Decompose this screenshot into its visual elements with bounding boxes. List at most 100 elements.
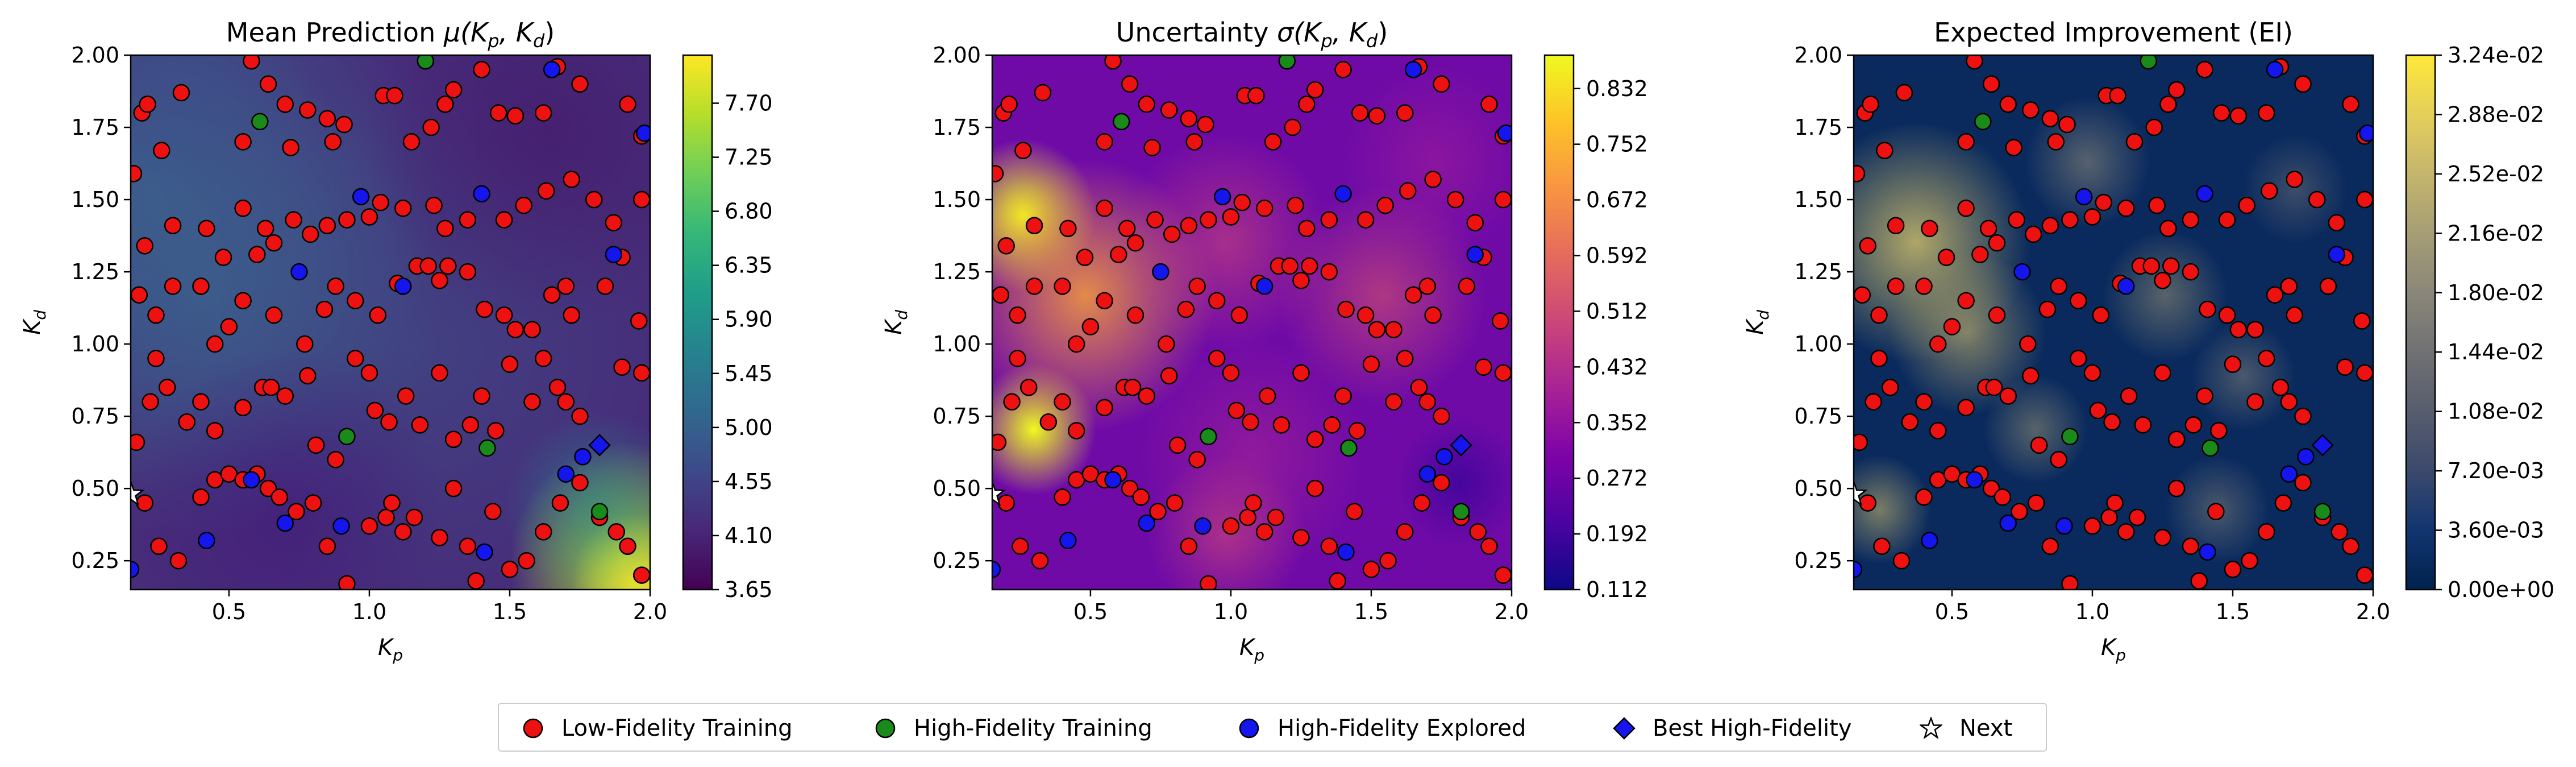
low-fidelity-point bbox=[1971, 246, 1989, 263]
low-fidelity-point bbox=[147, 350, 165, 367]
low-fidelity-point bbox=[360, 364, 378, 382]
low-fidelity-point bbox=[619, 96, 636, 113]
legend-item-low-fidelity: Low-Fidelity Training bbox=[522, 704, 793, 753]
low-fidelity-point bbox=[1368, 107, 1386, 125]
axes-frame bbox=[991, 54, 1513, 591]
y-tick-label: 0.75 bbox=[1794, 404, 1842, 429]
low-fidelity-point bbox=[234, 133, 252, 151]
y-tick-label: 1.50 bbox=[1794, 187, 1842, 212]
low-fidelity-point bbox=[2238, 196, 2255, 214]
low-fidelity-point bbox=[1458, 277, 1476, 295]
colorbar-tick-label: 6.35 bbox=[725, 253, 773, 278]
legend-item-explored: High-Fidelity Explored bbox=[1238, 704, 1526, 753]
low-fidelity-point bbox=[1480, 96, 1498, 113]
x-tick-label: 0.5 bbox=[1073, 599, 1108, 624]
low-fidelity-point bbox=[422, 118, 440, 136]
low-fidelity-point bbox=[2038, 300, 2057, 318]
low-fidelity-point bbox=[402, 133, 421, 151]
y-tick-label: 1.50 bbox=[71, 187, 119, 212]
low-fidelity-point bbox=[1081, 318, 1100, 335]
colorbar-tick-label: 0.512 bbox=[1586, 298, 1648, 324]
low-fidelity-point bbox=[2041, 537, 2059, 555]
colorbar-tick-label: 0.672 bbox=[1586, 188, 1648, 213]
low-fidelity-point bbox=[2095, 193, 2112, 212]
low-fidelity-point bbox=[2154, 272, 2171, 289]
x-tick-label: 0.5 bbox=[1935, 599, 1969, 624]
low-fidelity-point bbox=[515, 196, 532, 214]
low-fidelity-point bbox=[2083, 517, 2101, 535]
low-fidelity-point bbox=[473, 387, 490, 405]
low-fidelity-point bbox=[198, 219, 215, 238]
low-fidelity-point bbox=[1988, 306, 2006, 324]
low-fidelity-point bbox=[1014, 142, 1032, 159]
low-fidelity-point bbox=[131, 165, 143, 183]
low-fidelity-point bbox=[992, 165, 1004, 183]
low-fidelity-point bbox=[346, 350, 364, 367]
low-fidelity-point bbox=[1368, 321, 1386, 338]
explored-point bbox=[557, 465, 575, 483]
low-fidelity-point bbox=[2224, 561, 2242, 578]
low-fidelity-point bbox=[1132, 488, 1150, 506]
low-fidelity-point bbox=[1854, 433, 1868, 451]
explored-point bbox=[473, 185, 490, 203]
low-fidelity-point bbox=[2167, 479, 2186, 497]
low-fidelity-point bbox=[1385, 321, 1403, 338]
low-fidelity-point bbox=[1188, 451, 1206, 469]
explored-point bbox=[635, 124, 650, 142]
low-fidelity-point bbox=[1494, 190, 1512, 209]
low-fidelity-point bbox=[1999, 96, 2017, 113]
low-fidelity-point bbox=[1096, 133, 1113, 151]
x-tick-label: 1.0 bbox=[352, 599, 386, 624]
colorbar-tick-label: 0.112 bbox=[1586, 577, 1648, 602]
low-fidelity-point bbox=[571, 474, 589, 492]
explored-point bbox=[1435, 448, 1453, 466]
low-fidelity-point bbox=[543, 286, 561, 304]
low-fidelity-point bbox=[136, 494, 153, 512]
explored-point bbox=[2328, 246, 2346, 263]
low-fidelity-point bbox=[2280, 393, 2298, 411]
low-fidelity-point bbox=[1255, 200, 1274, 217]
low-fidelity-point bbox=[2083, 364, 2101, 382]
legend: Low-Fidelity Training High-Fidelity Trai… bbox=[498, 703, 2047, 752]
low-fidelity-point bbox=[2019, 335, 2037, 353]
low-fidelity-point bbox=[1424, 171, 1442, 188]
low-fidelity-point bbox=[2142, 257, 2160, 275]
colorbar-tick-label: 7.25 bbox=[725, 145, 773, 170]
low-fidelity-point bbox=[1163, 225, 1181, 243]
low-fidelity-point bbox=[1915, 393, 1933, 411]
high-fidelity-point bbox=[2313, 503, 2332, 521]
low-fidelity-point bbox=[535, 350, 552, 367]
low-fidelity-point bbox=[1881, 379, 1899, 396]
low-fidelity-point bbox=[992, 286, 1010, 304]
low-fidelity-point bbox=[372, 193, 389, 212]
low-fidelity-point bbox=[619, 537, 636, 555]
low-fidelity-point bbox=[1957, 399, 1975, 417]
explored-point bbox=[476, 543, 493, 561]
colorbar-tick-label: 7.70 bbox=[725, 90, 773, 115]
low-fidelity-point bbox=[2286, 306, 2303, 324]
heatmap-blob bbox=[2243, 134, 2348, 243]
explored-point bbox=[2280, 465, 2298, 483]
low-fidelity-point bbox=[1870, 350, 1888, 367]
y-tick-label: 0.75 bbox=[71, 404, 119, 429]
low-fidelity-point bbox=[1873, 537, 1891, 555]
low-fidelity-point bbox=[1272, 416, 1291, 434]
low-fidelity-point bbox=[2120, 387, 2138, 405]
low-fidelity-point bbox=[1025, 277, 1043, 295]
low-fidelity-point bbox=[436, 96, 454, 113]
low-fidelity-point bbox=[1994, 488, 2012, 506]
y-tick-label: 1.75 bbox=[933, 115, 981, 140]
low-fidelity-point bbox=[1334, 61, 1352, 78]
low-fidelity-point bbox=[1999, 387, 2017, 405]
low-fidelity-point bbox=[2212, 104, 2230, 122]
low-fidelity-point bbox=[1123, 379, 1142, 396]
colorbar-tick-label: 3.65 bbox=[725, 577, 773, 602]
low-fidelity-point bbox=[2224, 355, 2242, 373]
axes-frame bbox=[1853, 54, 2374, 591]
explored-point bbox=[131, 561, 140, 578]
low-fidelity-point bbox=[2182, 211, 2200, 229]
low-fidelity-point bbox=[1433, 75, 1450, 93]
low-fidelity-point bbox=[551, 494, 569, 512]
low-fidelity-point bbox=[2162, 257, 2180, 275]
low-fidelity-point bbox=[2319, 277, 2337, 295]
